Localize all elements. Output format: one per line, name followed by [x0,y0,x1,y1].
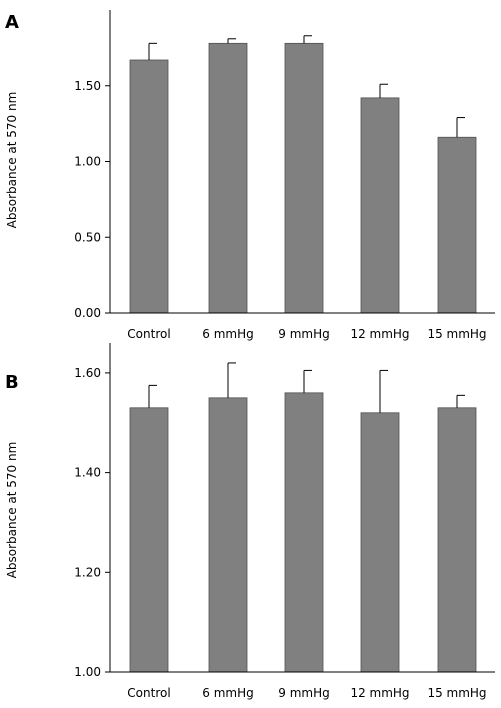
bar [437,407,477,673]
bar [437,136,477,314]
x-category-label: 15 mmHg [427,327,486,341]
bar [208,397,248,673]
panel-label: A [5,12,19,33]
y-tick-label: 1.20 [74,565,101,579]
x-category-label: 9 mmHg [278,686,329,700]
x-category-label: 15 mmHg [427,686,486,700]
y-tick-label: 0.50 [74,230,101,244]
bar [129,407,169,673]
y-axis-title: Absorbance at 570 nm [5,92,19,229]
x-category-label: Control [127,327,170,341]
bar [129,59,169,314]
bar [208,42,248,314]
y-tick-label: 1.00 [74,155,101,169]
x-category-label: 12 mmHg [350,327,409,341]
y-tick-label: 1.60 [74,366,101,380]
y-tick-label: 0.00 [74,306,101,320]
panel-label: B [5,372,19,393]
bar [284,392,324,673]
bar [360,412,400,673]
x-category-label: 6 mmHg [202,686,253,700]
y-axis-title: Absorbance at 570 nm [5,442,19,579]
chart-panel-b: B Absorbance at 570 nm 1.00 1.20 1.40 1.60 Con… [5,343,495,700]
bar [284,42,324,314]
x-category-label: 9 mmHg [278,327,329,341]
y-tick-label: 1.50 [74,79,101,93]
x-category-label: Control [127,686,170,700]
x-category-label: 12 mmHg [350,686,409,700]
y-tick-label: 1.00 [74,665,101,679]
y-tick-label: 1.40 [74,466,101,480]
x-category-label: 6 mmHg [202,327,253,341]
chart-panel-a: A Absorbance at 570 nm 0.00 0.50 1.00 1.50 Con… [5,10,495,341]
bar [360,97,400,314]
